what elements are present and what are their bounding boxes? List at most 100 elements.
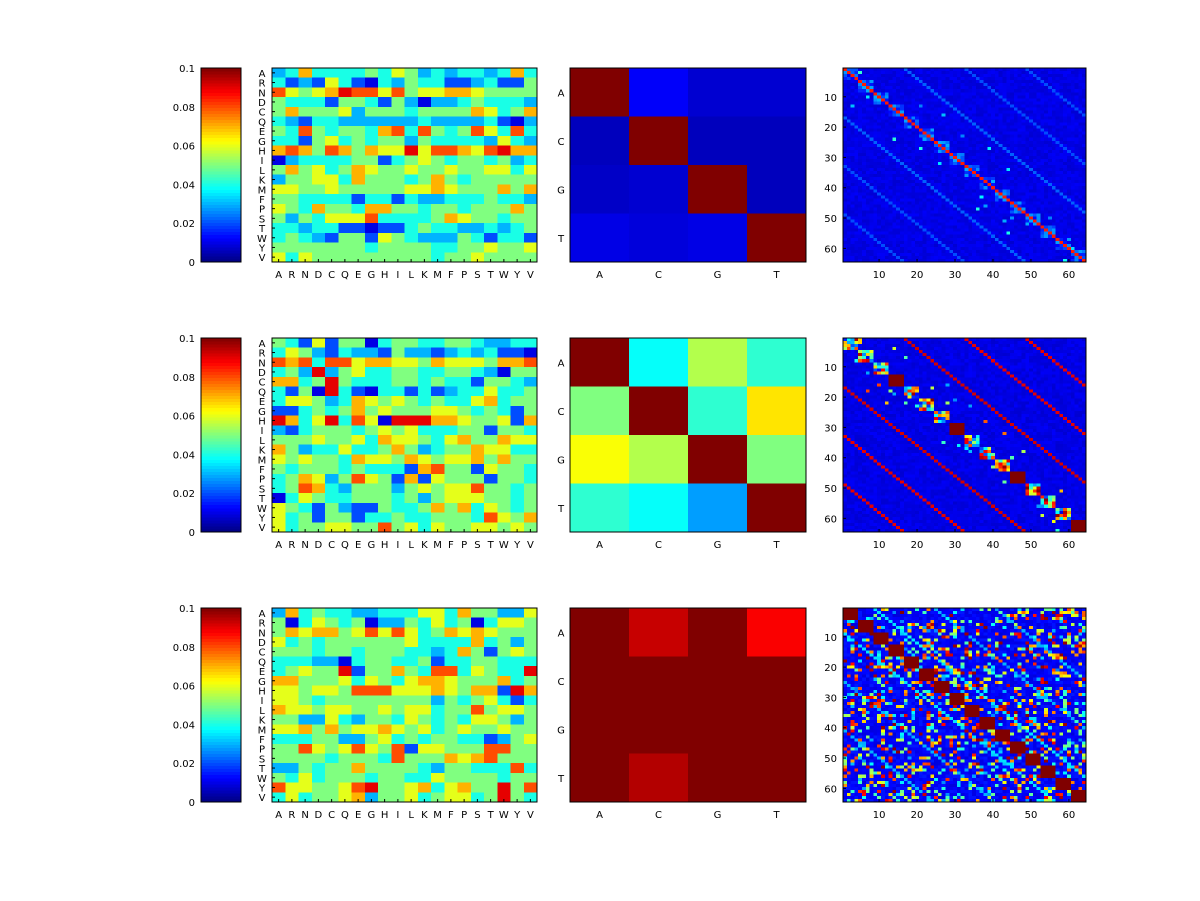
heatmap-cell (351, 87, 366, 98)
heatmap-cell (457, 223, 472, 234)
heatmap-cell (1067, 231, 1072, 236)
heatmap-cell (994, 119, 999, 123)
heatmap-cell (972, 186, 977, 190)
colorbar-swatch (201, 207, 241, 211)
heatmap-cell (960, 249, 965, 254)
heatmap-cell (979, 222, 984, 226)
heatmap-cell (994, 71, 999, 75)
heatmap-cell (911, 107, 916, 111)
heatmap-cell (960, 158, 965, 163)
heatmap-cell (1055, 110, 1060, 114)
heatmap-cell (1078, 183, 1083, 187)
heatmap-cell (956, 228, 962, 232)
heatmap-cell (1067, 174, 1072, 178)
heatmap-cell (945, 228, 950, 232)
heatmap-cell (972, 83, 977, 87)
heatmap-cell (1017, 234, 1022, 239)
heatmap-cell (975, 249, 980, 254)
heatmap-cell (892, 165, 897, 169)
heatmap-cell (417, 415, 432, 426)
heatmap-cell (956, 149, 962, 154)
heatmap-cell (953, 152, 958, 157)
heatmap-cell (975, 95, 980, 99)
heatmap-cell (1040, 180, 1045, 184)
heatmap-cell (918, 240, 924, 245)
heatmap-cell (930, 146, 935, 151)
heatmap-cell (497, 165, 511, 176)
heatmap-cell (1074, 243, 1079, 248)
heatmap-cell (972, 246, 977, 251)
heatmap-cell (484, 165, 498, 176)
heatmap-cell (945, 146, 950, 151)
heatmap-cell (987, 216, 992, 220)
heatmap-cell (1010, 155, 1015, 160)
heatmap-cell (949, 186, 954, 190)
heatmap-cell (1048, 104, 1053, 108)
heatmap-cell (1029, 249, 1034, 254)
heatmap-cell (949, 89, 954, 93)
heatmap-cell (1070, 234, 1075, 239)
heatmap-cell (1067, 243, 1072, 248)
colorbar: 00.020.040.060.080.1 (173, 334, 242, 539)
heatmap-cell (907, 246, 912, 251)
heatmap-cell (861, 137, 867, 142)
heatmap-cell (338, 77, 352, 88)
heatmap-cell (968, 71, 973, 75)
heatmap-cell (1082, 258, 1087, 263)
y-tick-label: I (261, 156, 264, 167)
heatmap-cell (953, 86, 958, 90)
heatmap-cell (378, 213, 392, 224)
heatmap-cell (918, 174, 924, 178)
heatmap-cell (325, 116, 339, 127)
heatmap-cell (854, 165, 859, 169)
heatmap-cell (1025, 225, 1030, 229)
heatmap-cell (338, 213, 352, 224)
heatmap-cell (850, 219, 855, 223)
heatmap-cell (325, 97, 339, 108)
heatmap-cell (846, 128, 851, 132)
heatmap-cell (873, 216, 878, 220)
heatmap-cell (431, 87, 445, 98)
heatmap-cell (888, 158, 893, 163)
heatmap-cell (1051, 174, 1056, 178)
heatmap-cell (285, 126, 299, 137)
heatmap-cell (1048, 80, 1053, 84)
heatmap-cell (896, 122, 901, 126)
heatmap-cell (945, 201, 950, 205)
heatmap-cell (972, 219, 977, 223)
heatmap-cell (854, 149, 859, 154)
heatmap-cell (918, 186, 924, 190)
heatmap-cell (907, 86, 912, 90)
heatmap-cell (880, 171, 886, 175)
heatmap-cell (1067, 189, 1072, 193)
heatmap-cell (907, 74, 912, 78)
heatmap-cell (1055, 210, 1060, 214)
heatmap-cell (854, 68, 859, 72)
heatmap-cell (983, 98, 988, 102)
heatmap-cell (979, 171, 984, 175)
heatmap-cell (311, 68, 326, 79)
heatmap-cell (497, 357, 511, 368)
heatmap-cell (1059, 213, 1064, 217)
heatmap-cell (918, 92, 924, 96)
heatmap-cell (510, 357, 525, 368)
heatmap-cell (861, 165, 867, 169)
heatmap-cell (1006, 189, 1011, 193)
heatmap-cell (960, 234, 965, 239)
heatmap-cell (1006, 83, 1011, 87)
heatmap-cell (484, 213, 498, 224)
heatmap-cell (968, 122, 973, 126)
heatmap-cell (1044, 86, 1049, 90)
heatmap-cell (861, 86, 867, 90)
heatmap-cell (930, 95, 935, 99)
heatmap-cell (1006, 104, 1011, 108)
heatmap-cell (431, 242, 445, 253)
heatmap-cell (1029, 183, 1034, 187)
heatmap-cell (1055, 255, 1060, 260)
heatmap-cell (873, 71, 878, 75)
heatmap-cell (934, 189, 939, 193)
heatmap-cell (991, 95, 996, 99)
heatmap-cell (338, 415, 352, 426)
heatmap-cell (960, 219, 965, 223)
heatmap-cell (911, 143, 916, 148)
